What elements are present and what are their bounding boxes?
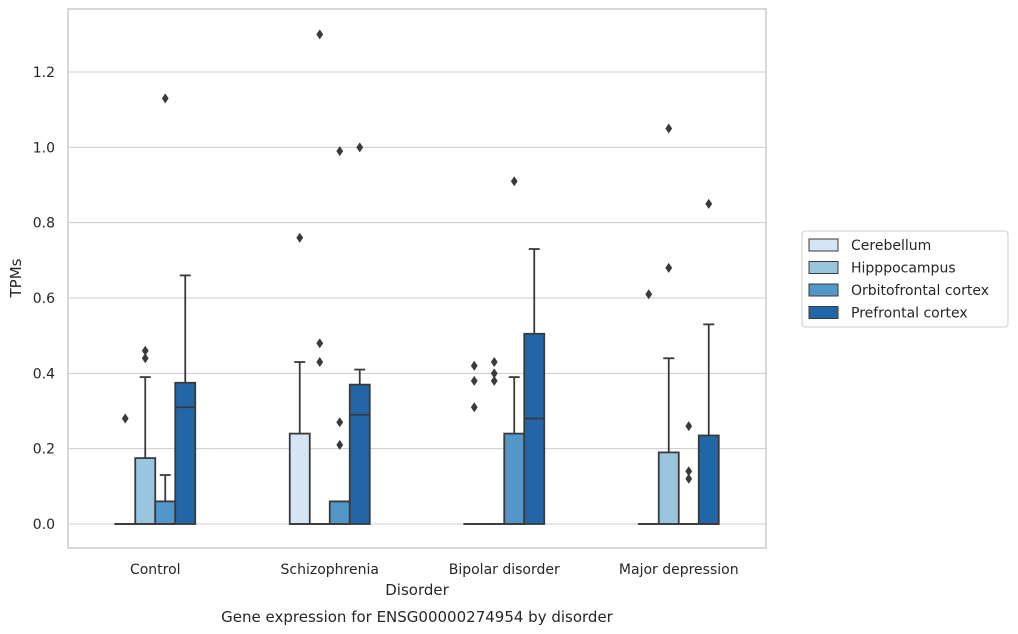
box bbox=[328, 146, 351, 525]
box-rect bbox=[348, 383, 371, 525]
box bbox=[154, 93, 177, 525]
box-rect bbox=[328, 500, 351, 525]
y-axis-label: TPMs bbox=[7, 258, 25, 298]
box-series bbox=[114, 29, 720, 525]
plot-frame bbox=[67, 8, 767, 549]
box bbox=[348, 142, 371, 525]
box-rect bbox=[134, 457, 157, 525]
x-tick-label: Major depression bbox=[619, 562, 739, 578]
outlier-point bbox=[685, 421, 693, 432]
box bbox=[637, 289, 660, 525]
y-tick-label: 0.8 bbox=[33, 216, 55, 232]
outlier-point bbox=[316, 338, 324, 349]
legend-swatch bbox=[808, 283, 839, 297]
plot-border bbox=[67, 8, 767, 549]
legend-swatch bbox=[808, 261, 839, 274]
outlier-point bbox=[705, 198, 713, 209]
legend-frame bbox=[801, 230, 1009, 328]
legend-label: Prefrontal cortex bbox=[851, 306, 968, 322]
box-rect bbox=[288, 432, 311, 525]
outlier-point bbox=[645, 289, 653, 300]
legend-swatch bbox=[808, 238, 839, 252]
box bbox=[657, 123, 680, 525]
box bbox=[134, 345, 157, 525]
box bbox=[174, 274, 197, 525]
box-rect bbox=[657, 451, 680, 525]
x-tick-label: Schizophrenia bbox=[281, 562, 379, 578]
outlier-point bbox=[470, 402, 478, 413]
outlier-point bbox=[490, 357, 498, 368]
box-rect bbox=[697, 434, 720, 525]
outlier-point bbox=[665, 123, 673, 134]
legend-label: Orbitofrontal cortex bbox=[851, 283, 989, 299]
box bbox=[523, 248, 546, 525]
outlier-point bbox=[470, 375, 478, 386]
outlier-point bbox=[665, 262, 673, 273]
x-tick-label: Bipolar disorder bbox=[449, 562, 560, 578]
outlier-point bbox=[490, 375, 498, 386]
outlier-point bbox=[141, 353, 149, 364]
box bbox=[697, 198, 720, 525]
outlier-point bbox=[685, 473, 693, 484]
box bbox=[288, 232, 311, 525]
y-axis-ticks: 0.0 0.2 0.4 0.6 0.8 1.0 1.2 bbox=[33, 65, 55, 533]
box bbox=[483, 357, 506, 525]
box bbox=[308, 29, 331, 525]
outlier-point bbox=[336, 439, 344, 450]
outlier-point bbox=[336, 417, 344, 428]
outlier-point bbox=[316, 357, 324, 368]
box bbox=[463, 360, 486, 525]
x-axis-label: Disorder bbox=[385, 581, 449, 599]
y-tick-label: 1.0 bbox=[33, 140, 55, 156]
y-tick-label: 0.6 bbox=[33, 291, 55, 307]
y-tick-label: 1.2 bbox=[33, 65, 55, 81]
outlier-point bbox=[296, 232, 304, 243]
box-rect bbox=[503, 432, 526, 525]
outlier-point bbox=[510, 176, 518, 187]
box bbox=[503, 176, 526, 525]
outlier-point bbox=[316, 29, 324, 40]
box-rect bbox=[154, 500, 177, 525]
outlier-point bbox=[490, 368, 498, 379]
outlier-point bbox=[685, 466, 693, 477]
x-tick-label: Control bbox=[130, 562, 181, 578]
outlier-point bbox=[356, 142, 364, 153]
x-axis-ticks: Control Schizophrenia Bipolar disorder Majo… bbox=[130, 562, 739, 578]
outlier-point bbox=[336, 146, 344, 157]
legend-label: Hipppocampus bbox=[851, 261, 956, 277]
legend: Cerebellum Hipppocampus Orbitofrontal cort… bbox=[801, 230, 1009, 328]
y-tick-label: 0.0 bbox=[33, 517, 55, 533]
chart-caption: Gene expression for ENSG00000274954 by d… bbox=[221, 608, 614, 626]
box bbox=[677, 421, 700, 525]
outlier-point bbox=[141, 345, 149, 356]
legend-label: Cerebellum bbox=[851, 238, 931, 254]
outlier-point bbox=[470, 360, 478, 371]
outlier-point bbox=[121, 413, 129, 424]
outlier-point bbox=[161, 93, 169, 104]
legend-swatch bbox=[808, 306, 839, 319]
y-tick-label: 0.2 bbox=[33, 442, 55, 458]
box-rect bbox=[174, 381, 197, 525]
y-tick-label: 0.4 bbox=[33, 366, 55, 382]
box-rect bbox=[523, 332, 546, 525]
